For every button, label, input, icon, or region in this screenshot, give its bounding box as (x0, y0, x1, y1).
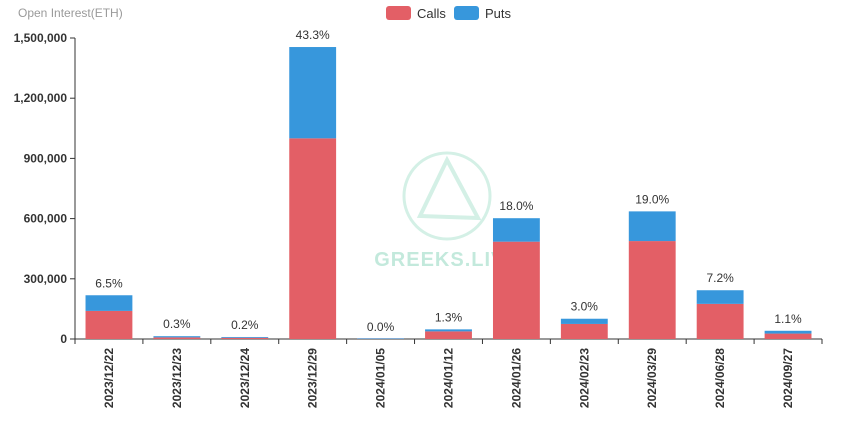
bar-puts[interactable] (425, 329, 472, 332)
bar-puts[interactable] (696, 290, 744, 304)
bar-puts[interactable] (764, 330, 812, 334)
bar-calls[interactable] (628, 241, 676, 339)
x-tick-label: 2024/01/05 (374, 348, 388, 408)
bar-puts[interactable] (289, 47, 337, 139)
bar-puts[interactable] (85, 295, 133, 311)
bar-puts[interactable] (221, 336, 269, 338)
bar-puts[interactable] (628, 211, 676, 242)
x-tick-label: 2024/06/28 (713, 348, 727, 408)
legend: Calls Puts (386, 6, 512, 21)
bar-calls[interactable] (696, 303, 744, 339)
bar-calls[interactable] (764, 333, 812, 339)
y-tick-label: 900,000 (24, 151, 68, 165)
x-tick-label: 2023/12/23 (170, 348, 184, 408)
bar-percent-label: 6.5% (95, 276, 123, 290)
bar-calls[interactable] (492, 241, 540, 339)
x-tick-label: 2024/09/27 (781, 348, 795, 408)
bar-percent-label: 43.3% (296, 28, 330, 42)
bar-percent-label: 18.0% (499, 199, 533, 213)
watermark-logo-circle (402, 151, 492, 241)
x-tick-label: 2023/12/22 (102, 348, 116, 408)
y-tick-label: 300,000 (24, 272, 68, 286)
x-tick-label: 2024/01/26 (509, 348, 523, 408)
legend-label-calls[interactable]: Calls (417, 6, 446, 21)
x-tick-label: 2024/01/12 (442, 348, 456, 408)
bar-puts[interactable] (153, 336, 201, 338)
bar-percent-label: 3.0% (571, 300, 599, 314)
bar-percent-label: 1.3% (435, 310, 463, 324)
bar-calls[interactable] (560, 323, 608, 339)
bar-percent-label: 19.0% (635, 192, 669, 206)
x-tick-label: 2023/12/29 (306, 348, 320, 408)
bar-calls[interactable] (85, 310, 133, 339)
bar-puts[interactable] (357, 338, 405, 339)
y-tick-label: 600,000 (24, 212, 68, 226)
bar-percent-label: 0.2% (231, 318, 259, 332)
legend-swatch-puts[interactable] (454, 6, 479, 20)
x-tick-label: 2024/02/23 (577, 348, 591, 408)
legend-swatch-calls[interactable] (386, 6, 411, 20)
bar-calls[interactable] (221, 337, 269, 339)
bar-puts[interactable] (560, 318, 608, 324)
y-tick-label: 1,200,000 (14, 91, 68, 105)
y-axis-title: Open Interest(ETH) (18, 6, 123, 20)
legend-label-puts[interactable]: Puts (485, 6, 512, 21)
bar-percent-label: 0.3% (163, 317, 191, 331)
axes: 0 300,000 600,000 900,000 1,200,000 1,500,000… (14, 31, 823, 408)
bar-percent-label: 7.2% (706, 271, 734, 285)
x-tick-label: 2024/03/29 (645, 348, 659, 408)
bar-puts[interactable] (492, 218, 540, 242)
data-labels: 6.5% 0.3% 0.2% 43.3% 0.0% 1.3% 18.0% 3.0% 19.0% 7… (95, 28, 802, 334)
bar-calls[interactable] (153, 337, 201, 339)
bars (85, 47, 812, 339)
watermark-logo-mark (416, 155, 482, 221)
bar-percent-label: 1.1% (774, 312, 802, 326)
y-tick-label: 0 (60, 332, 67, 346)
bar-calls[interactable] (425, 331, 472, 339)
bar-percent-label: 0.0% (367, 320, 395, 334)
bar-calls[interactable] (289, 138, 337, 339)
y-tick-label: 1,500,000 (14, 31, 68, 45)
x-tick-label: 2023/12/24 (238, 348, 252, 408)
watermark: GREEKS.LIVE (374, 151, 519, 271)
watermark-text: GREEKS.LIVE (374, 249, 519, 271)
